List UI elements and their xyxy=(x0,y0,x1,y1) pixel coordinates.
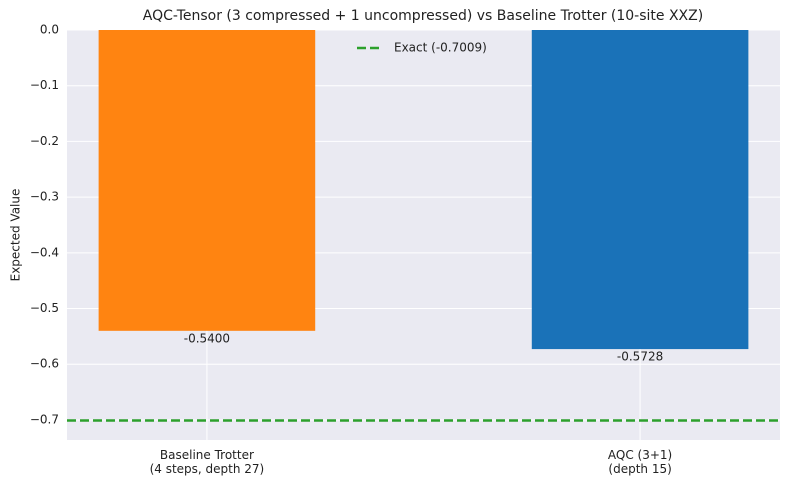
y-tick-label: −0.2 xyxy=(30,134,59,148)
y-tick-label: −0.6 xyxy=(30,357,59,371)
x-tick-label: AQC (3+1) (depth 15) xyxy=(607,448,673,476)
bar xyxy=(531,30,749,350)
data-label: -0.5728 xyxy=(617,350,663,364)
y-tick-label: −0.1 xyxy=(30,78,59,92)
y-tick-label: −0.3 xyxy=(30,190,59,204)
data-label: -0.5400 xyxy=(184,331,230,345)
y-axis-label: Expected Value xyxy=(9,189,23,282)
y-tick-label: −0.7 xyxy=(30,412,59,426)
chart-title: AQC-Tensor (3 compressed + 1 uncompresse… xyxy=(143,8,703,24)
y-tick-label: −0.5 xyxy=(30,301,59,315)
y-tick-label: 0.0 xyxy=(40,23,59,37)
legend-label: Exact (-0.7009) xyxy=(394,41,487,55)
y-tick-label: −0.4 xyxy=(30,245,59,259)
x-tick-label: Baseline Trotter (4 steps, depth 27) xyxy=(149,448,265,476)
bar xyxy=(98,30,316,331)
